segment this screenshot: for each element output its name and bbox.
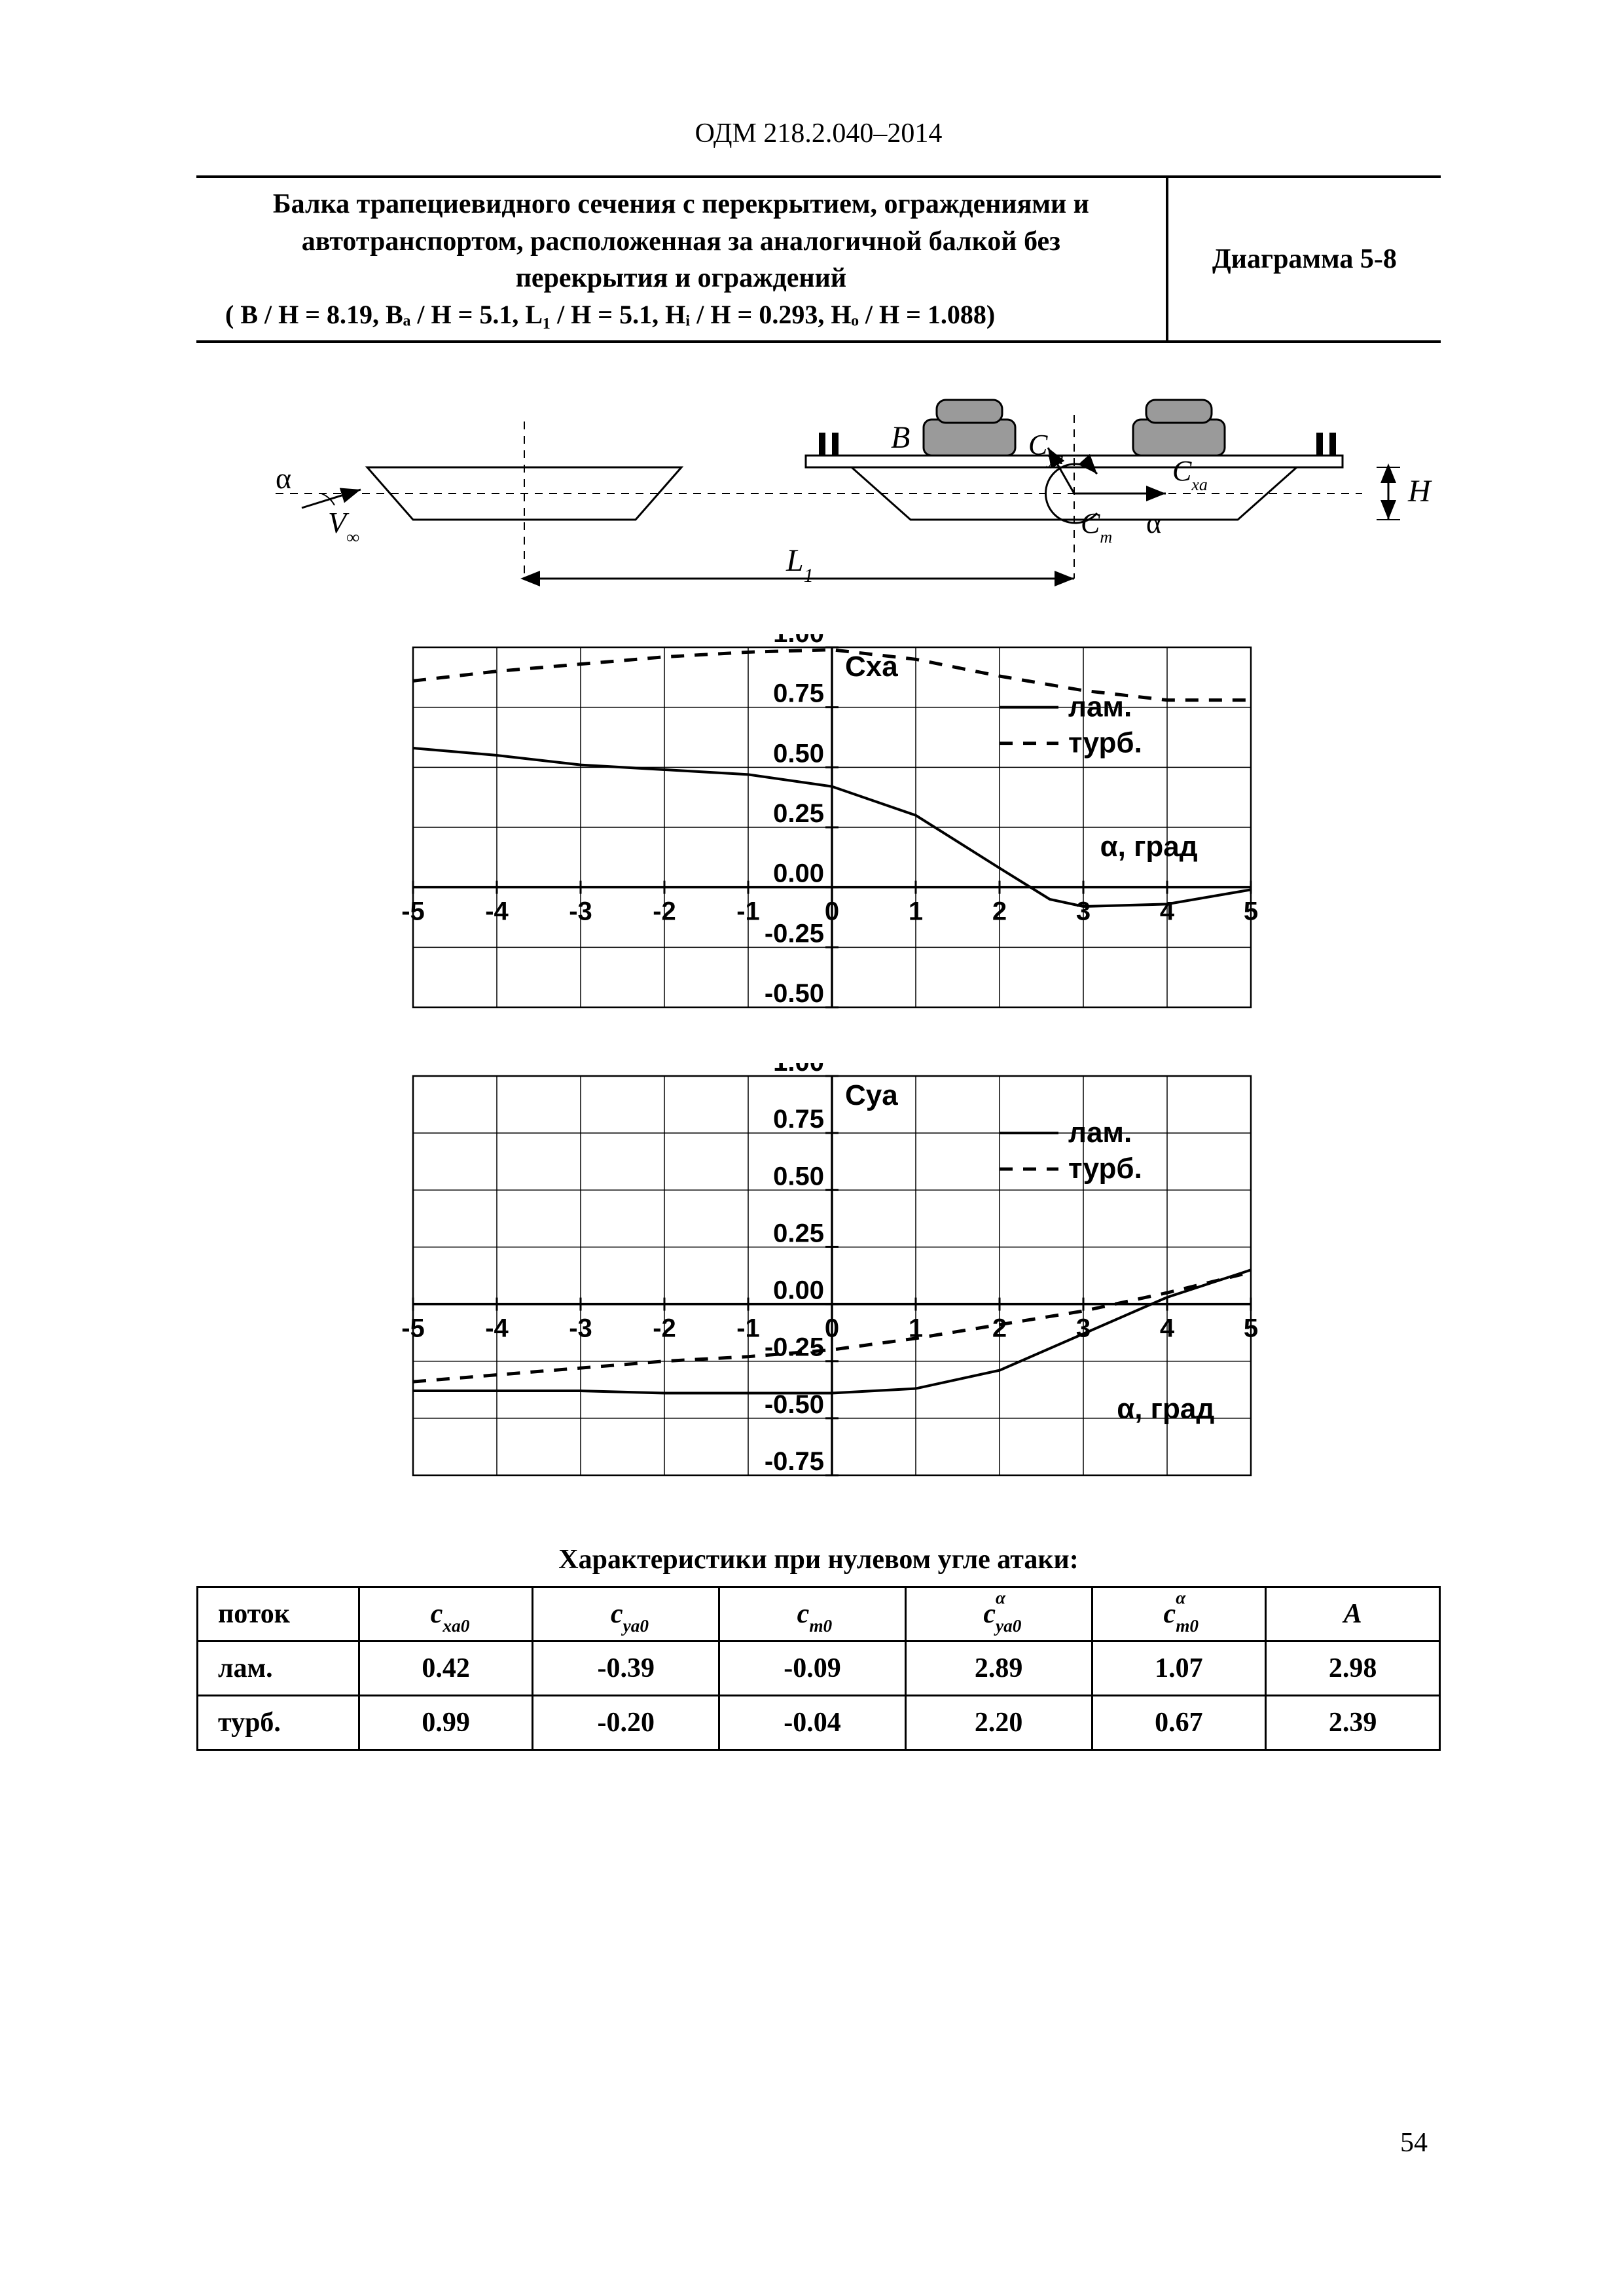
svg-text:3: 3 — [1075, 1314, 1090, 1343]
title-params: ( B / H = 8.19, Bₐ / H = 5.1, L₁ / H = 5… — [212, 297, 1150, 332]
svg-text:α, град: α, град — [1117, 1393, 1214, 1425]
chart-cya: -0.75-0.50-0.250.000.250.500.751.00-5-4-… — [196, 1063, 1441, 1524]
svg-text:L1: L1 — [785, 543, 814, 586]
svg-text:0.25: 0.25 — [773, 1219, 824, 1247]
svg-text:-2: -2 — [653, 897, 676, 926]
svg-text:4: 4 — [1159, 1314, 1174, 1343]
svg-text:-2: -2 — [653, 1314, 676, 1343]
svg-text:V∞: V∞ — [328, 506, 359, 548]
svg-text:0.50: 0.50 — [773, 1162, 824, 1191]
svg-text:Cm: Cm — [1081, 507, 1112, 547]
svg-text:α, град: α, град — [1100, 831, 1197, 863]
svg-text:2: 2 — [992, 897, 1006, 926]
svg-text:0.75: 0.75 — [773, 679, 824, 708]
svg-text:-1: -1 — [736, 897, 760, 926]
svg-text:1.00: 1.00 — [773, 1063, 824, 1077]
svg-text:0: 0 — [824, 897, 839, 926]
svg-text:Cya: Cya — [845, 1079, 898, 1111]
svg-text:-5: -5 — [401, 897, 425, 926]
svg-text:-0.25: -0.25 — [764, 919, 823, 948]
page-number: 54 — [1400, 2127, 1428, 2159]
svg-text:-3: -3 — [569, 1314, 592, 1343]
svg-text:-5: -5 — [401, 1314, 425, 1343]
svg-text:1.00: 1.00 — [773, 634, 824, 648]
document-header: ОДМ 218.2.040–2014 — [196, 118, 1441, 149]
svg-text:-0.25: -0.25 — [764, 1333, 823, 1362]
svg-text:B: B — [891, 420, 910, 455]
svg-text:турб.: турб. — [1068, 1153, 1142, 1185]
svg-text:0: 0 — [824, 1314, 839, 1343]
svg-text:лам.: лам. — [1068, 691, 1132, 723]
svg-text:-4: -4 — [485, 1314, 509, 1343]
title-line-2: автотранспортом, расположенная за аналог… — [212, 223, 1150, 260]
table-caption: Характеристики при нулевом угле атаки: — [196, 1544, 1441, 1575]
svg-text:5: 5 — [1243, 1314, 1257, 1343]
svg-text:турб.: турб. — [1068, 727, 1142, 759]
svg-text:-3: -3 — [569, 897, 592, 926]
title-box: Балка трапециевидного сечения с перекрыт… — [196, 175, 1441, 343]
svg-text:Cya: Cya — [1028, 429, 1064, 468]
cross-section-diagram: B L1 Hα V∞ Cya Cxa Cm α — [196, 382, 1441, 608]
svg-text:4: 4 — [1159, 897, 1174, 926]
title-line-1: Балка трапециевидного сечения с перекрыт… — [212, 186, 1150, 223]
svg-text:-0.50: -0.50 — [764, 979, 823, 1008]
svg-text:лам.: лам. — [1068, 1117, 1132, 1149]
svg-text:0.00: 0.00 — [773, 859, 824, 888]
svg-text:α: α — [1146, 507, 1161, 539]
zero-angle-table: потокcxa0cya0cm0cαya0cαm0Aлам.0.42-0.39-… — [196, 1586, 1441, 1751]
svg-text:1: 1 — [908, 897, 922, 926]
svg-text:0.25: 0.25 — [773, 799, 824, 828]
svg-text:Cxa: Cxa — [845, 651, 898, 683]
svg-text:2: 2 — [992, 1314, 1006, 1343]
chart-cxa: -0.50 -0.25 0.00 0.25 0.50 0.75 1.00 -5 -4 -3 -2 -1… — [196, 634, 1441, 1056]
svg-text:0.00: 0.00 — [773, 1276, 824, 1305]
svg-text:H: H — [1407, 474, 1432, 509]
svg-text:α: α — [276, 461, 291, 495]
diagram-number: Диаграмма 5-8 — [1167, 177, 1441, 342]
svg-text:3: 3 — [1075, 897, 1090, 926]
svg-text:-0.75: -0.75 — [764, 1447, 823, 1476]
svg-text:-4: -4 — [485, 897, 509, 926]
title-line-3: перекрытия и ограждений — [212, 260, 1150, 297]
svg-text:5: 5 — [1243, 897, 1257, 926]
svg-text:Cxa: Cxa — [1172, 455, 1208, 494]
svg-text:0.50: 0.50 — [773, 739, 824, 768]
svg-text:0.75: 0.75 — [773, 1105, 824, 1134]
svg-text:-1: -1 — [736, 1314, 760, 1343]
